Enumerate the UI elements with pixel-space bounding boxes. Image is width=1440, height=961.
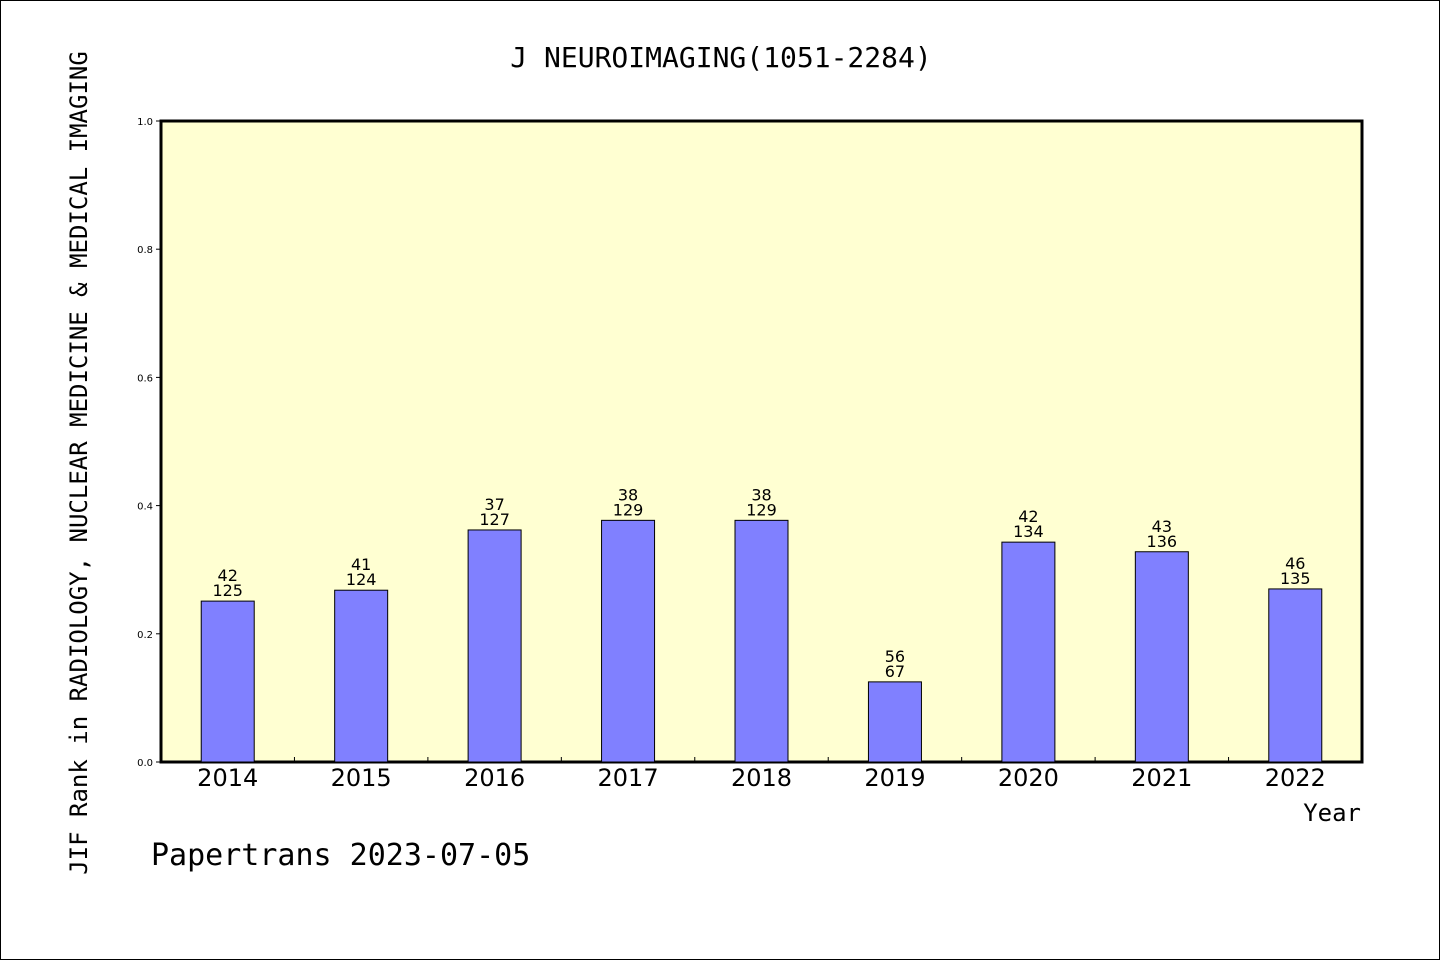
y-tick-label: 0.6: [137, 373, 153, 384]
x-tick-label: 2016: [464, 764, 525, 792]
x-tick-label: 2020: [998, 764, 1059, 792]
bar-label-top: 42: [218, 566, 238, 585]
bar-2021: [1134, 551, 1189, 763]
y-tick-label: 0.0: [137, 758, 153, 769]
bar-2016: [467, 529, 522, 763]
y-axis: 0.0 0.2 0.4 0.6 0.8 1.0: [137, 117, 161, 769]
bar-2018: [734, 519, 789, 763]
x-axis: 2014 2015 2016 2017 2018 2019 2020 2021 2022: [197, 757, 1326, 792]
bar-2015: [334, 589, 389, 763]
x-tick-label: 2015: [331, 764, 392, 792]
y-tick-label: 0.2: [137, 630, 153, 641]
bar-label-top: 41: [351, 555, 371, 574]
bar-label-bottom: 124: [346, 570, 377, 589]
bar-label-bottom: 134: [1013, 522, 1044, 541]
bar-label-top: 42: [1018, 507, 1038, 526]
y-tick-label: 1.0: [137, 117, 153, 128]
bar-2017: [601, 519, 656, 763]
y-tick-label: 0.4: [137, 502, 153, 513]
x-tick-label: 2017: [598, 764, 659, 792]
x-tick-label: 2022: [1265, 764, 1326, 792]
y-axis-label: JIF Rank in RADIOLOGY, NUCLEAR MEDICINE …: [65, 51, 93, 875]
bar-2020: [1001, 541, 1056, 763]
bar-label-top: 46: [1285, 554, 1305, 573]
x-axis-label: Year: [1303, 799, 1361, 827]
bar-2019: [867, 681, 922, 763]
bar-label-bottom: 136: [1147, 532, 1178, 551]
bar-2022: [1268, 588, 1323, 763]
bar-label-bottom: 129: [613, 500, 644, 519]
bar-label-top: 56: [885, 647, 905, 666]
bar-2014: [200, 600, 255, 763]
bar-label-bottom: 129: [746, 500, 777, 519]
bar-label-bottom: 127: [479, 510, 510, 529]
y-tick-label: 0.8: [137, 245, 153, 256]
bar-label-bottom: 125: [212, 581, 243, 600]
x-tick-label: 2021: [1131, 764, 1192, 792]
chart-title: J NEUROIMAGING(1051-2284): [510, 41, 931, 74]
x-tick-label: 2014: [197, 764, 258, 792]
x-tick-label: 2019: [864, 764, 925, 792]
bar-label-bottom: 135: [1280, 569, 1311, 588]
x-tick-label: 2018: [731, 764, 792, 792]
bar-label-top: 43: [1152, 517, 1172, 536]
bar-label-top: 38: [751, 485, 771, 504]
bar-label-top: 38: [618, 485, 638, 504]
bar-label-bottom: 67: [885, 662, 905, 681]
bar-label-top: 37: [484, 495, 504, 514]
footer-watermark: Papertrans 2023-07-05: [151, 838, 530, 873]
